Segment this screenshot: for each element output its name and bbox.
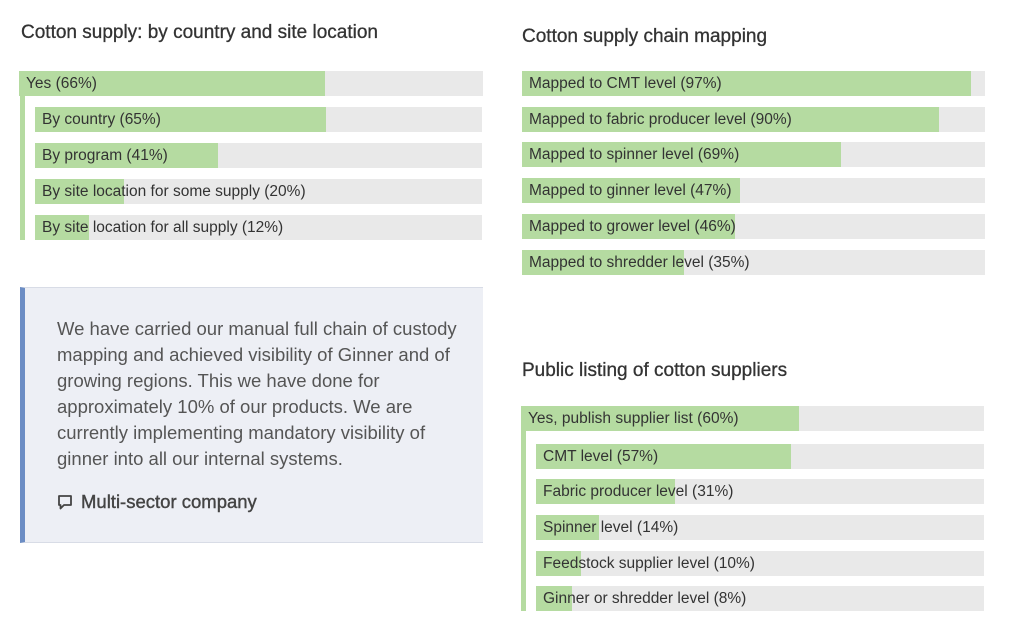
bar-label-mapped-to-cmt-level: Mapped to CMT level (97%): [529, 75, 722, 92]
speech-bubble-icon: [58, 495, 72, 510]
chart-0-nesting-line: [20, 96, 25, 240]
bar-by-program: [35, 143, 219, 168]
quote-box: We have carried our manual full chain of…: [20, 287, 483, 543]
bar-yes-publish-supplier-list: [521, 406, 799, 431]
bar-spinner-level: [536, 515, 599, 540]
bar-mapped-to-shredder-level: [522, 250, 685, 275]
bar-track-mapped-to-cmt-level: Mapped to CMT level (97%): [522, 71, 985, 96]
chart-title-public-listing: Public listing of cotton suppliers: [522, 360, 788, 381]
bar-yes: [19, 71, 326, 96]
quote-source: Multi-sector company: [57, 491, 257, 513]
bar-feedstock-supplier-level: [536, 551, 581, 576]
bar-label-mapped-to-fabric-producer-level: Mapped to fabric producer level (90%): [529, 111, 792, 128]
bar-cmt-level: [536, 444, 792, 469]
quote-source-label: Multi-sector company: [81, 491, 257, 512]
bar-track-by-site-location-for-some-supply: By site location for some supply (20%): [35, 179, 482, 204]
bar-by-site-location-for-all-supply: [35, 215, 89, 240]
bar-track-by-program: By program (41%): [35, 143, 482, 168]
bar-label-mapped-to-spinner-level: Mapped to spinner level (69%): [529, 146, 740, 163]
bar-track-by-country: By country (65%): [35, 107, 482, 132]
bar-ginner-or-shredder-level: [536, 586, 572, 611]
bar-track-mapped-to-spinner-level: Mapped to spinner level (69%): [522, 142, 985, 167]
bar-track-spinner-level: Spinner level (14%): [536, 515, 984, 540]
bar-label-mapped-to-shredder-level: Mapped to shredder level (35%): [529, 254, 750, 271]
bar-by-site-location-for-some-supply: [35, 179, 125, 204]
bar-track-ginner-or-shredder-level: Ginner or shredder level (8%): [536, 586, 984, 611]
bar-mapped-to-spinner-level: [522, 142, 842, 167]
bar-track-mapped-to-fabric-producer-level: Mapped to fabric producer level (90%): [522, 107, 985, 132]
bar-track-feedstock-supplier-level: Feedstock supplier level (10%): [536, 551, 984, 576]
bar-label-mapped-to-grower-level: Mapped to grower level (46%): [529, 218, 736, 235]
bar-track-by-site-location-for-all-supply: By site location for all supply (12%): [35, 215, 482, 240]
bar-fabric-producer-level: [536, 479, 675, 504]
bar-label-feedstock-supplier-level: Feedstock supplier level (10%): [543, 555, 755, 572]
bar-track-mapped-to-shredder-level: Mapped to shredder level (35%): [522, 250, 985, 275]
bar-label-mapped-to-ginner-level: Mapped to ginner level (47%): [529, 182, 732, 199]
bar-track-mapped-to-ginner-level: Mapped to ginner level (47%): [522, 178, 985, 203]
bar-track-mapped-to-grower-level: Mapped to grower level (46%): [522, 214, 985, 239]
chart-title-site-location: Cotton supply: by country and site locat…: [21, 22, 378, 43]
bar-label-by-site-location-for-all-supply: By site location for all supply (12%): [42, 219, 284, 236]
bar-label-yes: Yes (66%): [26, 75, 97, 92]
bar-mapped-to-fabric-producer-level: [522, 107, 939, 132]
bar-mapped-to-grower-level: [522, 214, 735, 239]
bar-track-fabric-producer-level: Fabric producer level (31%): [536, 479, 984, 504]
bar-label-cmt-level: CMT level (57%): [543, 448, 659, 465]
quote-text: We have carried our manual full chain of…: [57, 318, 457, 469]
chart-2-nesting-line: [521, 431, 526, 611]
bar-label-by-site-location-for-some-supply: By site location for some supply (20%): [42, 183, 306, 200]
chart-title-supply-chain-mapping: Cotton supply chain mapping: [522, 26, 768, 47]
bar-track-yes: Yes (66%): [19, 71, 483, 96]
bar-label-fabric-producer-level: Fabric producer level (31%): [543, 483, 734, 500]
bar-label-ginner-or-shredder-level: Ginner or shredder level (8%): [543, 590, 747, 607]
bar-track-yes-publish-supplier-list: Yes, publish supplier list (60%): [521, 406, 984, 431]
bar-mapped-to-cmt-level: [522, 71, 972, 96]
bar-mapped-to-ginner-level: [522, 178, 740, 203]
bar-label-by-country: By country (65%): [42, 111, 161, 128]
bar-track-cmt-level: CMT level (57%): [536, 444, 984, 469]
bar-label-by-program: By program (41%): [42, 147, 168, 164]
bar-by-country: [35, 107, 326, 132]
bar-label-spinner-level: Spinner level (14%): [543, 519, 679, 536]
bar-label-yes-publish-supplier-list: Yes, publish supplier list (60%): [528, 410, 739, 427]
